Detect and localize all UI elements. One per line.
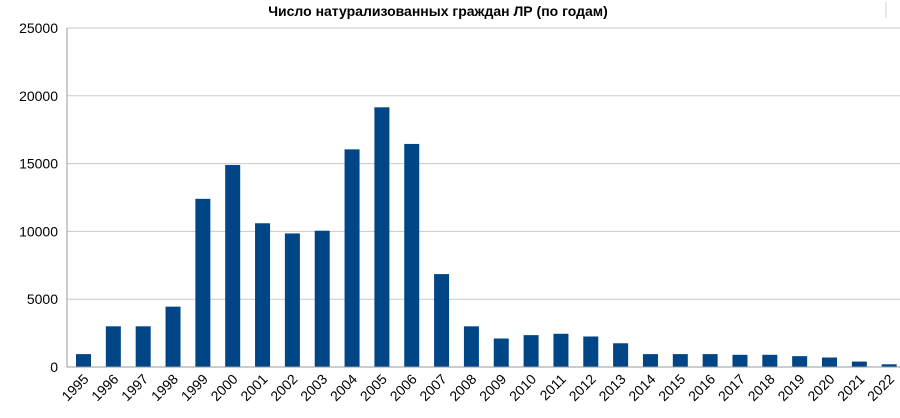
x-tick-label: 2022	[864, 371, 897, 404]
bar-2016	[702, 354, 718, 367]
y-tick-label: 5000	[27, 291, 58, 307]
bar-2011	[553, 333, 569, 367]
x-tick-label: 2015	[655, 371, 688, 404]
bar-2006	[404, 143, 420, 367]
x-tick-label: 2017	[715, 371, 748, 404]
y-tick-label: 15000	[19, 156, 58, 172]
x-tick-label: 1997	[118, 371, 151, 404]
bar-2019	[792, 356, 808, 367]
y-tick-label: 0	[50, 359, 58, 375]
bar-1996	[105, 326, 121, 367]
x-tick-label: 1998	[148, 371, 181, 404]
x-tick-label: 2011	[536, 371, 569, 404]
x-tick-label: 2009	[476, 371, 509, 404]
bar-2005	[374, 107, 390, 368]
y-tick-label: 10000	[19, 223, 58, 239]
x-tick-label: 2016	[685, 371, 718, 404]
x-tick-label: 2002	[267, 371, 300, 404]
x-tick-label: 2018	[745, 371, 778, 404]
x-tick-label: 2010	[506, 371, 539, 404]
bar-2014	[642, 354, 658, 367]
x-tick-label: 2006	[387, 371, 420, 404]
x-tick-label: 2008	[446, 371, 479, 404]
x-tick-label: 2003	[297, 371, 330, 404]
bar-2004	[344, 149, 360, 367]
bar-2012	[583, 336, 599, 367]
bar-2017	[732, 354, 748, 367]
x-tick-label: 2001	[237, 371, 270, 404]
x-tick-label: 2021	[834, 371, 867, 404]
x-axis-ticks: 1995199619971998199920002001200220032004…	[58, 371, 897, 404]
x-tick-label: 2014	[625, 371, 658, 404]
bar-2007	[434, 274, 450, 367]
x-tick-label: 1995	[58, 371, 91, 404]
x-tick-label: 1996	[88, 371, 121, 404]
bars	[76, 107, 897, 368]
bar-2000	[225, 164, 241, 367]
x-tick-label: 1999	[178, 371, 211, 404]
x-tick-label: 2004	[327, 371, 360, 404]
bar-2018	[762, 354, 778, 367]
bar-1995	[76, 354, 91, 367]
x-tick-label: 2012	[566, 371, 599, 404]
bar-1998	[165, 306, 181, 367]
bar-2013	[613, 343, 629, 367]
x-tick-label: 2020	[804, 371, 837, 404]
bar-2020	[822, 357, 837, 367]
bar-2021	[851, 361, 867, 367]
bar-2001	[255, 223, 271, 367]
bar-2008	[463, 326, 479, 367]
bar-2015	[672, 354, 688, 367]
bar-1999	[195, 198, 211, 367]
bar-2022	[881, 364, 897, 367]
axes	[66, 28, 900, 368]
x-tick-label: 2005	[357, 371, 390, 404]
bar-2003	[314, 230, 330, 367]
y-tick-label: 20000	[19, 88, 58, 104]
bar-1997	[135, 326, 151, 367]
y-tick-label: 25000	[19, 20, 58, 36]
gridlines	[67, 27, 900, 300]
x-tick-label: 2013	[595, 371, 628, 404]
x-tick-label: 2019	[774, 371, 807, 404]
x-tick-label: 2000	[207, 371, 240, 404]
bar-2002	[284, 233, 300, 367]
bar-2009	[493, 338, 509, 367]
chart-title: Число натурализованных граждан ЛР (по го…	[268, 3, 608, 19]
x-tick-label: 2007	[416, 371, 449, 404]
y-axis-ticks: 0 5000 10000 15000 20000 25000	[19, 20, 58, 375]
bar-2010	[523, 335, 539, 367]
